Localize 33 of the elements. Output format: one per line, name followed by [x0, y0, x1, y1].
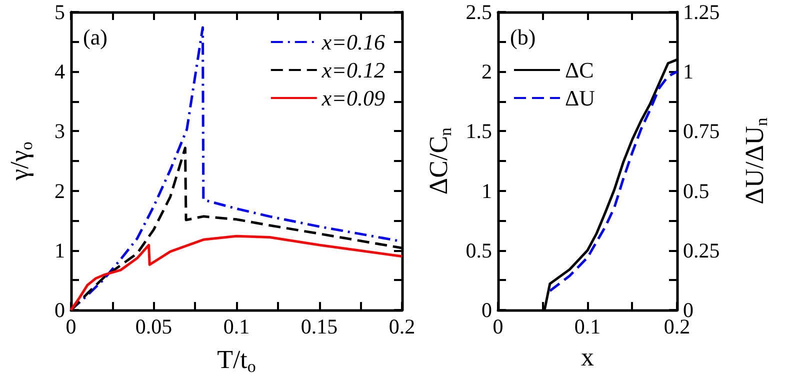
annotation: (a): [83, 24, 108, 50]
annotation: (b): [510, 24, 536, 50]
x-tick-label: 0.1: [574, 314, 601, 338]
x-tick-label: 0.1: [223, 314, 250, 338]
y-tick-label: 3: [54, 119, 65, 144]
y-tick-label: 2: [482, 60, 492, 84]
legend-label: x=0.09: [320, 86, 386, 110]
y-tick-label: 2: [54, 178, 65, 203]
y-axis-title: γ/γo: [5, 142, 36, 182]
y-tick-label: 1: [54, 238, 65, 262]
y-tick-label: 5: [54, 0, 65, 24]
x-tick-label: 0.15: [300, 314, 338, 338]
y2-axis-title: ΔU/ΔUn: [740, 117, 771, 204]
y2-tick-label: 0.75: [683, 119, 720, 144]
y-tick-label: 1: [482, 178, 492, 203]
legend-label: ΔU: [565, 86, 596, 110]
y2-tick-label: 1: [683, 60, 694, 84]
y-tick-label: 4: [54, 60, 66, 84]
y-tick-label: 0: [482, 298, 492, 322]
y-tick-label: 1.5: [466, 119, 492, 144]
y-axis-title: ΔC/Cn: [424, 126, 455, 195]
y-tick-label: 2.5: [466, 0, 492, 24]
x-tick-label: 0.05: [135, 314, 172, 338]
legend-label: x=0.16: [320, 30, 386, 54]
y2-tick-label: 0.25: [683, 238, 720, 262]
y2-tick-label: 1.25: [683, 0, 720, 24]
legend-label: ΔC: [565, 58, 594, 82]
y-tick-label: 0: [54, 298, 65, 322]
legend-label: x=0.12: [320, 58, 386, 82]
y2-tick-label: 0.5: [683, 178, 710, 203]
x-axis-title: x: [581, 342, 594, 372]
x-tick-label: 0.2: [388, 314, 416, 338]
y-tick-label: 0.5: [466, 238, 492, 262]
